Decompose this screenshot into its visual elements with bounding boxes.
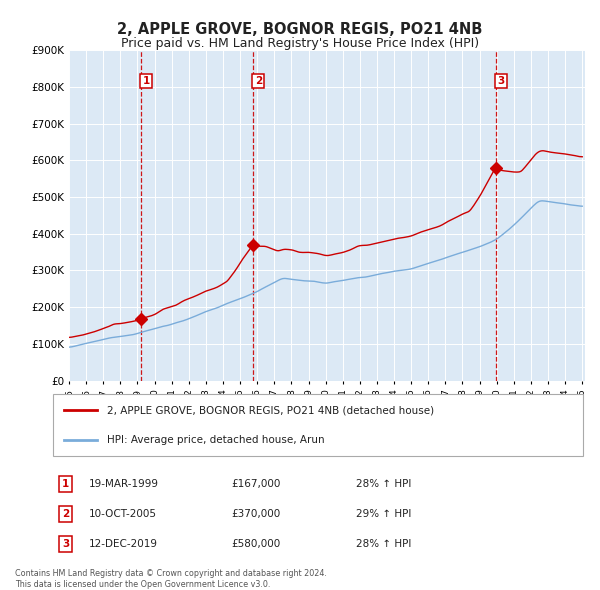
Text: 1: 1 [62,479,70,489]
Text: 28% ↑ HPI: 28% ↑ HPI [356,539,411,549]
FancyBboxPatch shape [53,394,583,456]
Text: HPI: Average price, detached house, Arun: HPI: Average price, detached house, Arun [107,435,325,445]
Text: 29% ↑ HPI: 29% ↑ HPI [356,509,411,519]
Text: 28% ↑ HPI: 28% ↑ HPI [356,479,411,489]
Text: Contains HM Land Registry data © Crown copyright and database right 2024.
This d: Contains HM Land Registry data © Crown c… [15,569,327,589]
Text: 19-MAR-1999: 19-MAR-1999 [89,479,158,489]
Text: £370,000: £370,000 [232,509,281,519]
Text: 3: 3 [62,539,70,549]
Text: 3: 3 [497,76,505,86]
Text: £167,000: £167,000 [232,479,281,489]
Text: 2, APPLE GROVE, BOGNOR REGIS, PO21 4NB (detached house): 2, APPLE GROVE, BOGNOR REGIS, PO21 4NB (… [107,405,434,415]
Text: 10-OCT-2005: 10-OCT-2005 [89,509,157,519]
Text: Price paid vs. HM Land Registry's House Price Index (HPI): Price paid vs. HM Land Registry's House … [121,37,479,50]
Text: 2: 2 [62,509,70,519]
Text: 2: 2 [255,76,262,86]
Text: 12-DEC-2019: 12-DEC-2019 [89,539,157,549]
Text: 1: 1 [142,76,149,86]
Text: £580,000: £580,000 [232,539,281,549]
Text: 2, APPLE GROVE, BOGNOR REGIS, PO21 4NB: 2, APPLE GROVE, BOGNOR REGIS, PO21 4NB [118,22,482,37]
